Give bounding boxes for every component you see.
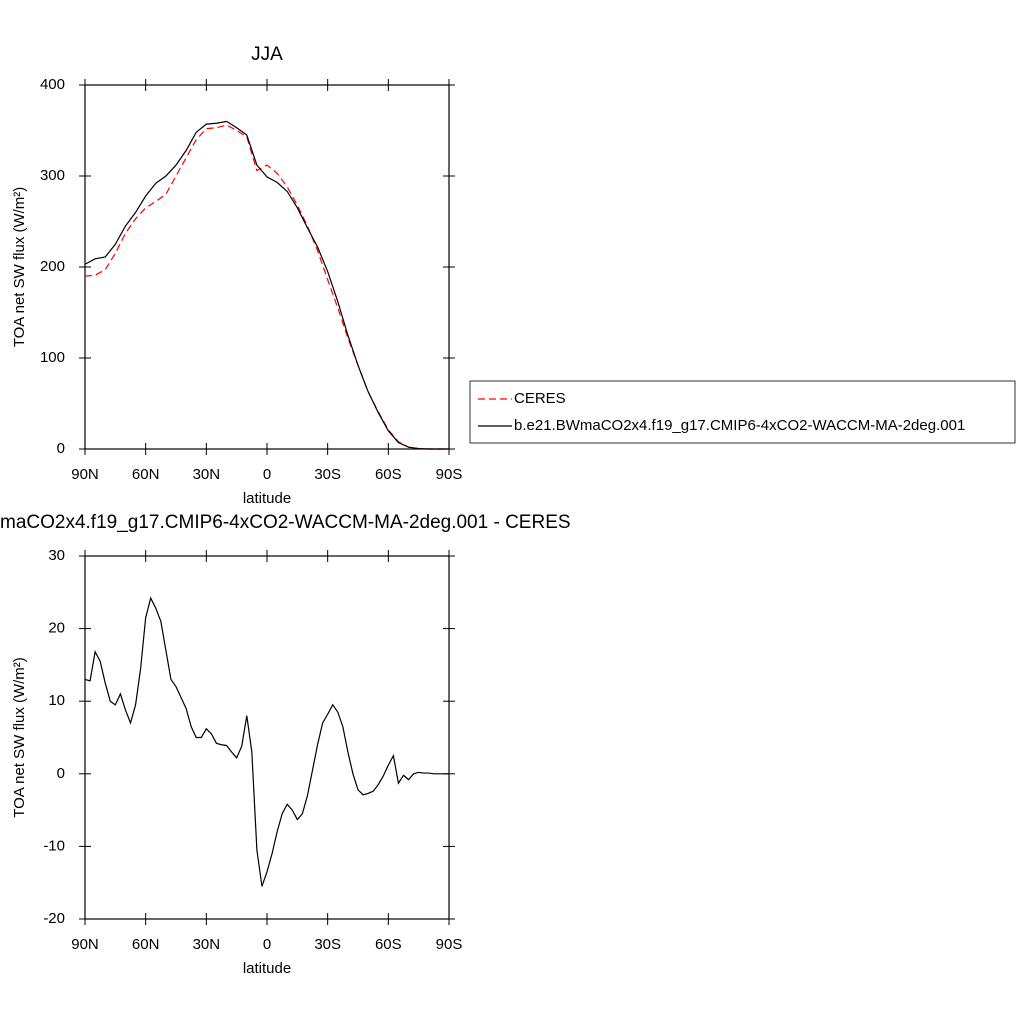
data-line — [84, 120, 449, 450]
legend-label: b.e21.BWmaCO2x4.f19_g17.CMIP6-4xCO2-WACC… — [514, 417, 965, 434]
y-tick-label: 0 — [57, 440, 65, 457]
x-tick-label: 30N — [193, 936, 221, 953]
data-line — [84, 124, 449, 450]
chart-title: JJA — [251, 44, 283, 65]
x-tick-label: 90N — [71, 466, 99, 483]
y-tick-label: -10 — [43, 837, 65, 854]
y-tick-label: 300 — [40, 167, 65, 184]
y-tick-label: 30 — [48, 547, 65, 564]
x-tick-label: 60S — [375, 936, 402, 953]
y-tick-label: 0 — [57, 765, 65, 782]
legend-label: CERES — [514, 390, 566, 407]
plot-frame — [84, 555, 450, 920]
y-tick-label: 400 — [40, 76, 65, 93]
y-tick-label: 10 — [48, 692, 65, 709]
chart-title: maCO2x4.f19_g17.CMIP6-4xCO2-WACCM-MA-2de… — [0, 512, 571, 533]
y-axis-label: TOA net SW flux (W/m²) — [11, 187, 28, 348]
x-tick-label: 0 — [263, 936, 271, 953]
y-axis-label: TOA net SW flux (W/m²) — [11, 657, 28, 818]
x-tick-label: 30S — [314, 466, 341, 483]
x-axis-label: latitude — [243, 490, 291, 507]
x-tick-label: 30N — [193, 466, 221, 483]
x-axis-label: latitude — [243, 960, 291, 977]
data-line — [84, 596, 449, 887]
x-tick-label: 0 — [263, 466, 271, 483]
x-tick-label: 90N — [71, 936, 99, 953]
y-tick-label: -20 — [43, 910, 65, 927]
x-tick-label: 60N — [132, 466, 160, 483]
x-tick-label: 30S — [314, 936, 341, 953]
x-tick-label: 60S — [375, 466, 402, 483]
y-tick-label: 100 — [40, 349, 65, 366]
y-tick-label: 200 — [40, 258, 65, 275]
x-tick-label: 90S — [436, 466, 463, 483]
legend-box — [469, 380, 1016, 444]
x-tick-label: 60N — [132, 936, 160, 953]
plot-frame — [84, 84, 450, 450]
y-tick-label: 20 — [48, 620, 65, 637]
x-tick-label: 90S — [436, 936, 463, 953]
